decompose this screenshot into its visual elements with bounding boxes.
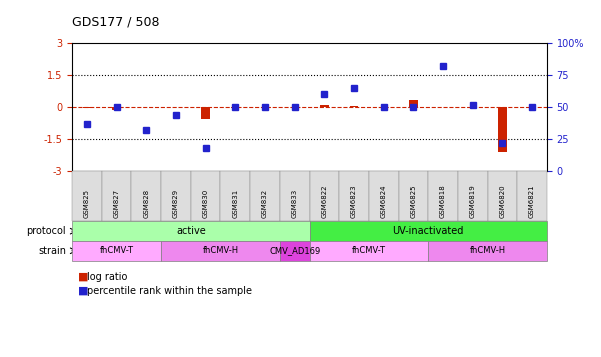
- Bar: [350, 106, 358, 107]
- Text: GSM6820: GSM6820: [499, 184, 505, 218]
- Text: GSM829: GSM829: [173, 188, 179, 218]
- Text: GSM6819: GSM6819: [470, 184, 476, 218]
- Bar: [468, 107, 477, 108]
- Text: percentile rank within the sample: percentile rank within the sample: [87, 286, 252, 296]
- Text: GSM833: GSM833: [291, 188, 297, 218]
- Text: GSM6821: GSM6821: [529, 184, 535, 218]
- Text: GSM6825: GSM6825: [410, 184, 416, 218]
- Bar: [498, 107, 507, 152]
- Text: protocol: protocol: [26, 226, 66, 236]
- Bar: [409, 100, 418, 107]
- Text: fhCMV-T: fhCMV-T: [352, 246, 386, 255]
- Text: UV-inactivated: UV-inactivated: [392, 226, 464, 236]
- Text: log ratio: log ratio: [87, 272, 127, 282]
- Bar: [112, 107, 121, 110]
- Text: fhCMV-T: fhCMV-T: [100, 246, 133, 255]
- Bar: [201, 107, 210, 119]
- Text: GSM832: GSM832: [262, 188, 268, 218]
- Text: GSM831: GSM831: [233, 188, 239, 218]
- Text: active: active: [176, 226, 206, 236]
- Text: GSM827: GSM827: [114, 188, 120, 218]
- Text: fhCMV-H: fhCMV-H: [469, 246, 505, 255]
- Text: GSM6824: GSM6824: [380, 184, 386, 218]
- Text: GSM6818: GSM6818: [440, 184, 446, 218]
- Text: GSM830: GSM830: [203, 188, 209, 218]
- Bar: [82, 107, 91, 108]
- Text: GSM6823: GSM6823: [351, 184, 357, 218]
- Text: GSM825: GSM825: [84, 189, 90, 218]
- Text: GDS177 / 508: GDS177 / 508: [72, 16, 160, 29]
- Text: ■: ■: [78, 272, 88, 282]
- Text: ■: ■: [78, 286, 88, 296]
- Text: GSM6822: GSM6822: [322, 184, 328, 218]
- Bar: [320, 105, 329, 107]
- Text: strain: strain: [38, 246, 66, 256]
- Text: GSM828: GSM828: [143, 188, 149, 218]
- Text: CMV_AD169: CMV_AD169: [269, 246, 320, 255]
- Text: fhCMV-H: fhCMV-H: [203, 246, 239, 255]
